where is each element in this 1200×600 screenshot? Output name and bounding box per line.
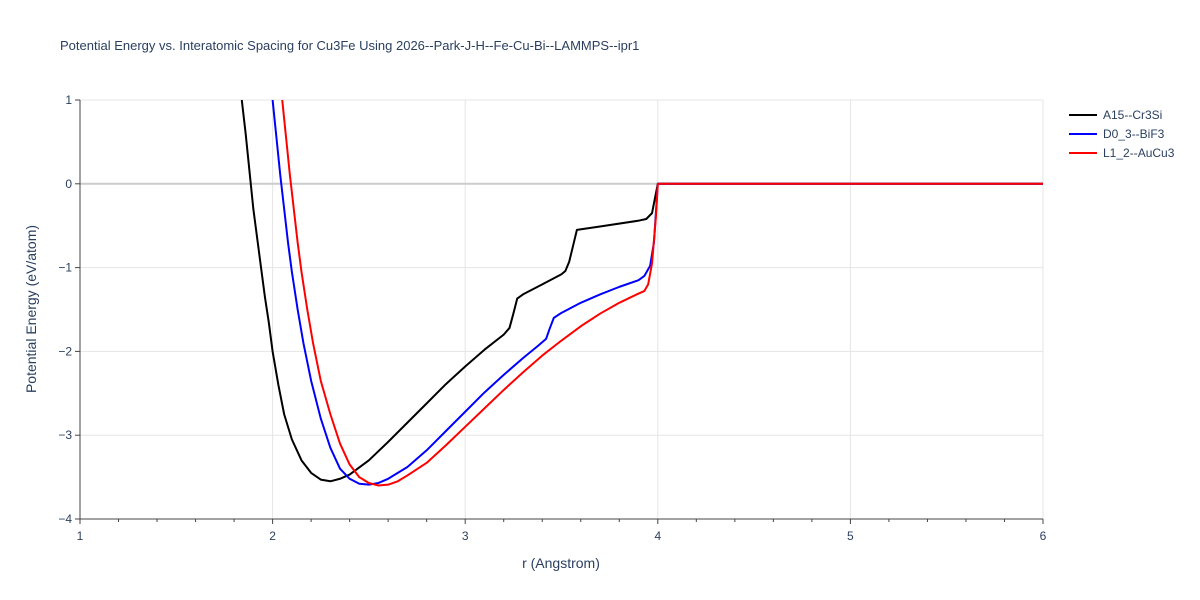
y-axis-title: Potential Energy (eV/atom) bbox=[23, 225, 39, 393]
legend-item[interactable]: A15--Cr3Si bbox=[1069, 108, 1162, 122]
y-tick-label: −3 bbox=[58, 428, 72, 442]
series-line-3[interactable] bbox=[281, 99, 1043, 487]
legend-label: D0_3--BiF3 bbox=[1103, 127, 1165, 141]
legend-label: L1_2--AuCu3 bbox=[1103, 146, 1175, 160]
legend[interactable]: A15--Cr3Si D0_3--BiF3 L1_2--AuCu3 bbox=[1069, 108, 1175, 160]
y-tick-labels: 1 0 −1 −2 −3 −4 bbox=[58, 93, 72, 526]
y-tick-label: −1 bbox=[58, 261, 72, 275]
x-axis-title: r (Angstrom) bbox=[522, 555, 600, 571]
axes bbox=[75, 99, 1044, 524]
x-tick-label: 1 bbox=[77, 529, 84, 543]
x-tick-label: 2 bbox=[269, 529, 276, 543]
y-tick-label: 1 bbox=[65, 93, 72, 107]
chart-title: Potential Energy vs. Interatomic Spacing… bbox=[60, 38, 639, 53]
series-line-1[interactable] bbox=[240, 99, 1043, 483]
series-line-2[interactable] bbox=[271, 99, 1043, 486]
y-tick-label: −2 bbox=[58, 344, 72, 358]
grid bbox=[80, 99, 1044, 519]
series-layer bbox=[240, 99, 1043, 487]
x-tick-label: 6 bbox=[1040, 529, 1047, 543]
legend-label: A15--Cr3Si bbox=[1103, 108, 1162, 122]
y-tick-label: −4 bbox=[58, 512, 72, 526]
x-tick-label: 4 bbox=[654, 529, 661, 543]
legend-item[interactable]: D0_3--BiF3 bbox=[1069, 127, 1165, 141]
legend-item[interactable]: L1_2--AuCu3 bbox=[1069, 146, 1175, 160]
x-tick-label: 5 bbox=[847, 529, 854, 543]
x-tick-labels: 1 2 3 4 5 6 bbox=[77, 529, 1047, 543]
y-tick-label: 0 bbox=[65, 177, 72, 191]
x-tick-label: 3 bbox=[462, 529, 469, 543]
